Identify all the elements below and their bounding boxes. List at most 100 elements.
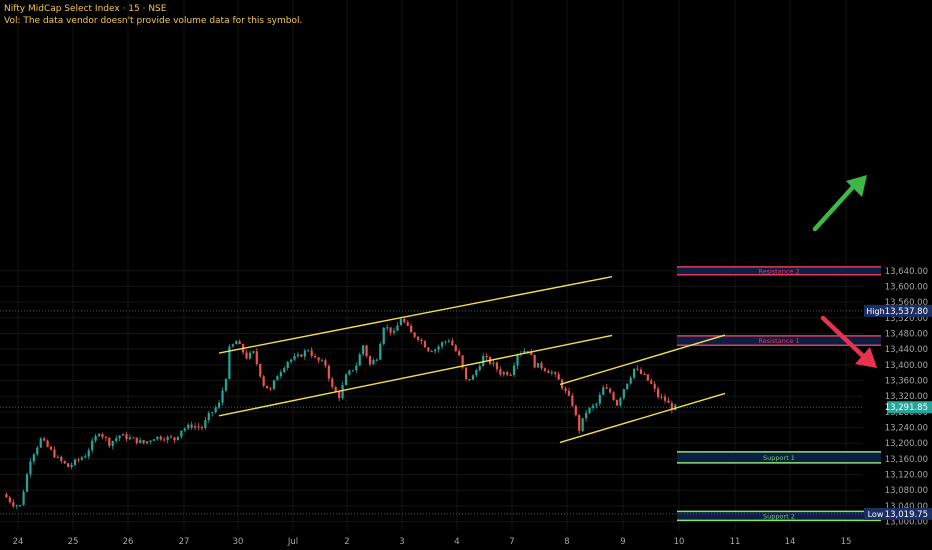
zone-label: Resistance 2 [758,267,799,275]
candle-body [372,360,375,365]
candle-body [512,365,516,375]
candle-body [290,359,293,362]
candle-body [12,502,15,507]
candle-body [32,454,35,462]
candle-body [571,395,574,406]
candle-body [633,368,636,378]
candle-body [152,439,156,441]
candle-body [612,392,615,401]
candle-body [547,370,550,373]
candle-body [386,327,389,329]
candle-body [327,365,330,379]
candle-body [169,436,173,438]
candle-body [451,340,454,346]
candle-body [485,355,488,358]
candle-body [509,374,512,376]
candle-body [427,347,430,352]
candle-body [121,434,125,436]
candle-body [39,438,42,448]
x-tick-label: 7 [509,537,514,547]
candle-body [101,434,104,437]
candle-body [351,370,354,372]
candle-body [211,412,214,414]
candle-body [310,350,313,356]
candle-body [77,459,80,461]
candle-body [492,362,495,364]
candle-body [142,440,145,444]
x-tick-label: 30 [233,537,244,547]
candle-body [674,404,677,411]
candle-body [300,354,303,357]
y-tick-label: 13,480.00 [885,329,928,339]
zone-box [677,451,881,463]
candle-body [591,405,595,408]
candle-body [8,497,11,503]
candle-body [646,374,649,381]
candle-body [63,460,66,464]
candle-body [585,412,588,419]
candle-body [60,456,63,461]
candle-body [207,413,210,421]
candle-body [252,351,255,353]
x-tick-label: 4 [454,537,459,547]
candle-body [461,355,464,368]
y-tick-label: 13,440.00 [885,345,928,355]
candle-body [653,383,656,389]
candle-body [434,349,437,352]
x-tick-label: 10 [674,537,685,547]
candle-body [296,354,300,357]
candle-body [125,434,128,440]
candle-body [283,368,286,373]
high-marker-value: 13,537.80 [885,307,928,317]
candle-body [609,388,612,393]
candle-body [660,396,663,398]
arrow-up-icon [846,175,867,197]
candle-body [262,376,265,386]
candle-body [53,449,56,458]
candle-body [430,351,433,353]
candle-body [410,325,413,333]
candle-body [173,437,176,441]
candle-body [111,440,114,446]
candle-body [70,464,73,468]
candle-body [49,446,53,450]
y-tick-label: 13,600.00 [885,282,928,292]
y-tick-label: 13,040.00 [885,502,928,512]
candle-body [221,390,224,403]
candle-body [516,354,519,366]
high-marker-label-bg [864,304,887,317]
y-tick-label: 13,200.00 [885,439,928,449]
last-price-marker-value-bg [887,401,932,414]
x-tick-label: 24 [13,537,24,547]
candle-body [543,368,547,371]
candle-body [224,379,228,391]
candle-body [200,427,204,429]
candle-body [482,355,485,367]
candle-body [307,350,310,352]
y-tick-label: 13,560.00 [885,298,928,308]
candle-body [204,420,207,429]
candle-body [667,400,670,403]
candle-body [108,437,111,446]
candle-body [303,350,306,357]
candle-body [643,373,646,375]
candle-body [84,456,87,458]
candle-body [564,388,567,391]
candle-body [317,357,320,361]
low-marker-value-bg [887,507,932,520]
y-tick-label: 13,400.00 [885,361,928,371]
candle-body [526,351,529,353]
y-tick-label: 13,160.00 [885,455,928,465]
candle-body [132,437,135,439]
candle-body [626,383,629,390]
candle-body [440,342,444,347]
candle-body [392,330,396,333]
candle-body [619,398,622,406]
candle-body [389,327,392,333]
candle-body [87,450,90,457]
candle-body [145,441,149,444]
zone-label: Support 1 [763,454,795,462]
zone-label: Resistance 1 [758,337,799,345]
x-tick-label: 27 [179,537,190,547]
